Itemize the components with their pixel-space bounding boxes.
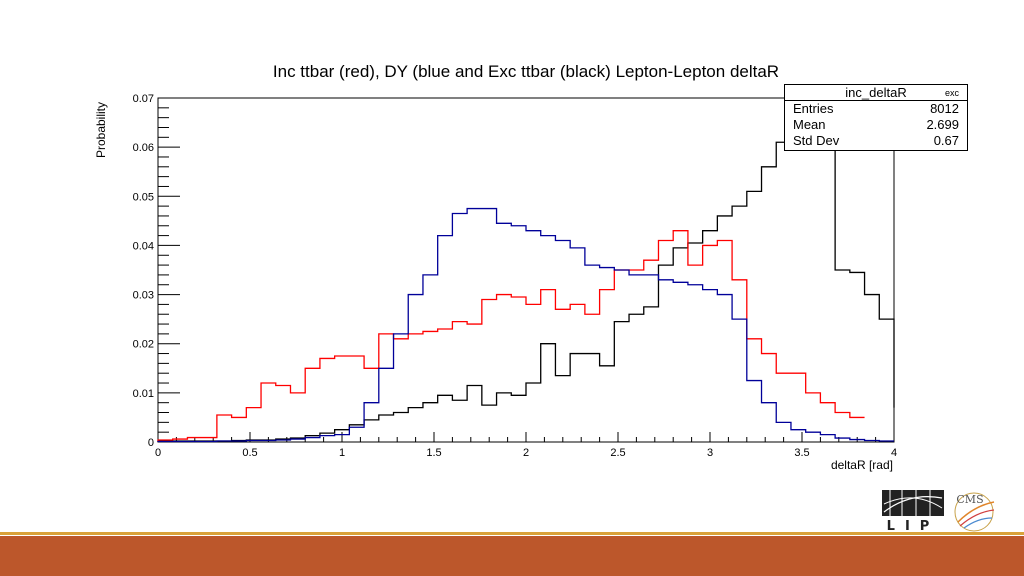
x-tick-label: 3 bbox=[707, 447, 713, 459]
histogram-series-1 bbox=[157, 230, 865, 442]
y-tick-label: 0.06 bbox=[133, 142, 154, 154]
histogram-series-0 bbox=[157, 112, 895, 442]
x-tick-label: 1.5 bbox=[426, 447, 441, 459]
series-layer bbox=[157, 112, 895, 443]
stats-value: 0.67 bbox=[933, 133, 959, 148]
stats-label: Mean bbox=[793, 117, 826, 132]
stats-row-mean: Mean 2.699 bbox=[785, 117, 967, 133]
y-tick-label: 0.07 bbox=[133, 93, 154, 105]
stats-row-stddev: Std Dev 0.67 bbox=[785, 133, 967, 149]
footer-bar bbox=[0, 536, 1024, 576]
y-tick-label: 0.02 bbox=[133, 339, 154, 351]
stats-value: 2.699 bbox=[926, 117, 959, 132]
x-tick-label: 0.5 bbox=[242, 447, 257, 459]
logo-area: LIP bbox=[880, 488, 998, 534]
x-axis-ticks: 0 0.5 1 1.5 2 2.5 3 3.5 4 bbox=[155, 432, 897, 459]
y-tick-label: 0.05 bbox=[133, 191, 154, 203]
cms-logo-text: CMS bbox=[956, 493, 983, 506]
stats-label: Entries bbox=[793, 101, 834, 116]
histogram-series-2 bbox=[157, 207, 894, 443]
x-tick-label: 2 bbox=[523, 447, 529, 459]
stats-value: 8012 bbox=[930, 101, 959, 116]
stats-label: Std Dev bbox=[793, 133, 840, 148]
chart-title: Inc ttbar (red), DY (blue and Exc ttbar … bbox=[273, 62, 779, 81]
lip-logo: LIP bbox=[882, 490, 944, 534]
lip-logo-text: LIP bbox=[887, 519, 940, 532]
stats-row-entries: Entries 8012 bbox=[785, 101, 967, 117]
y-tick-label: 0 bbox=[148, 437, 154, 449]
y-axis-ticks: 0 0.01 0.02 0.03 0.04 0.05 0.06 0.07 bbox=[133, 93, 180, 449]
x-tick-label: 2.5 bbox=[610, 447, 625, 459]
footer-accent-line bbox=[0, 532, 1024, 535]
x-axis-label: deltaR [rad] bbox=[831, 458, 893, 472]
stats-option: exc bbox=[944, 88, 959, 98]
x-tick-label: 3.5 bbox=[794, 447, 809, 459]
stats-box: inc_deltaR exc Entries 8012 Mean 2.699 S… bbox=[784, 84, 968, 151]
y-tick-label: 0.01 bbox=[133, 388, 154, 400]
cms-logo: CMS bbox=[954, 492, 995, 532]
y-axis-label: Probability bbox=[94, 102, 108, 158]
y-tick-label: 0.03 bbox=[133, 290, 154, 302]
y-tick-label: 0.04 bbox=[133, 240, 154, 252]
x-tick-label: 4 bbox=[891, 447, 897, 459]
x-tick-label: 0 bbox=[155, 447, 161, 459]
x-tick-label: 1 bbox=[339, 447, 345, 459]
stats-header: inc_deltaR exc bbox=[785, 85, 967, 101]
stats-hist-name: inc_deltaR bbox=[845, 85, 907, 100]
